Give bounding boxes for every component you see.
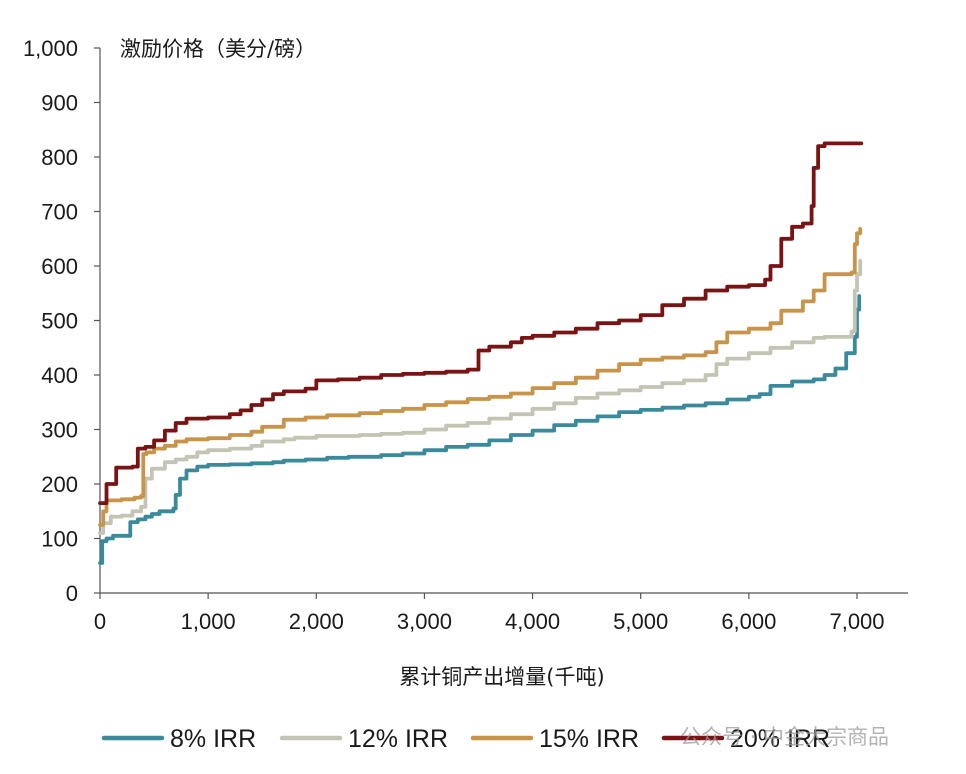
x-tick-label: 4,000 xyxy=(505,609,560,634)
chart-series-layer xyxy=(98,141,864,565)
y-tick-label: 500 xyxy=(41,309,78,334)
y-tick-label: 100 xyxy=(41,527,78,552)
y-tick-label: 400 xyxy=(41,363,78,388)
legend-label-20-irr: 20% IRR xyxy=(730,725,830,753)
series-line-12-irr xyxy=(98,258,863,535)
watermark-text: 公众号 · 中金大宗商品 xyxy=(680,725,889,749)
x-tick-label: 1,000 xyxy=(181,609,236,634)
x-tick-label: 0 xyxy=(94,609,106,634)
series-line-20-irr xyxy=(98,141,864,505)
y-tick-label: 300 xyxy=(41,418,78,443)
y-tick-label: 1,000 xyxy=(23,36,78,61)
legend-label-12-irr: 12% IRR xyxy=(348,725,448,753)
legend-label-15-irr: 15% IRR xyxy=(539,725,639,753)
x-tick-label: 6,000 xyxy=(721,609,776,634)
chart-legend: 8% IRR 12% IRR 15% IRR 20% IRR xyxy=(101,725,830,753)
x-tick-label: 2,000 xyxy=(289,609,344,634)
y-tick-label: 700 xyxy=(41,200,78,225)
series-line-15-irr xyxy=(98,227,863,527)
y-tick-label: 900 xyxy=(41,91,78,116)
x-axis-label: 累计铜产出增量(千吨) xyxy=(399,665,604,689)
y-tick-label: 0 xyxy=(66,581,78,606)
y-tick-label: 600 xyxy=(41,254,78,279)
x-tick-label: 7,000 xyxy=(829,609,884,634)
x-tick-label: 5,000 xyxy=(613,609,668,634)
y-tick-label: 200 xyxy=(41,472,78,497)
legend-label-8-irr: 8% IRR xyxy=(170,725,256,753)
chart-axes: 0 100 200 300 400 500 600 700 800 900 1,000 0 1,000 2… xyxy=(23,36,908,634)
x-tick-label: 3,000 xyxy=(397,609,452,634)
series-line-8-irr xyxy=(98,294,862,565)
y-axis-label: 激励价格（美分/磅） xyxy=(120,37,316,61)
y-tick-label: 800 xyxy=(41,145,78,170)
